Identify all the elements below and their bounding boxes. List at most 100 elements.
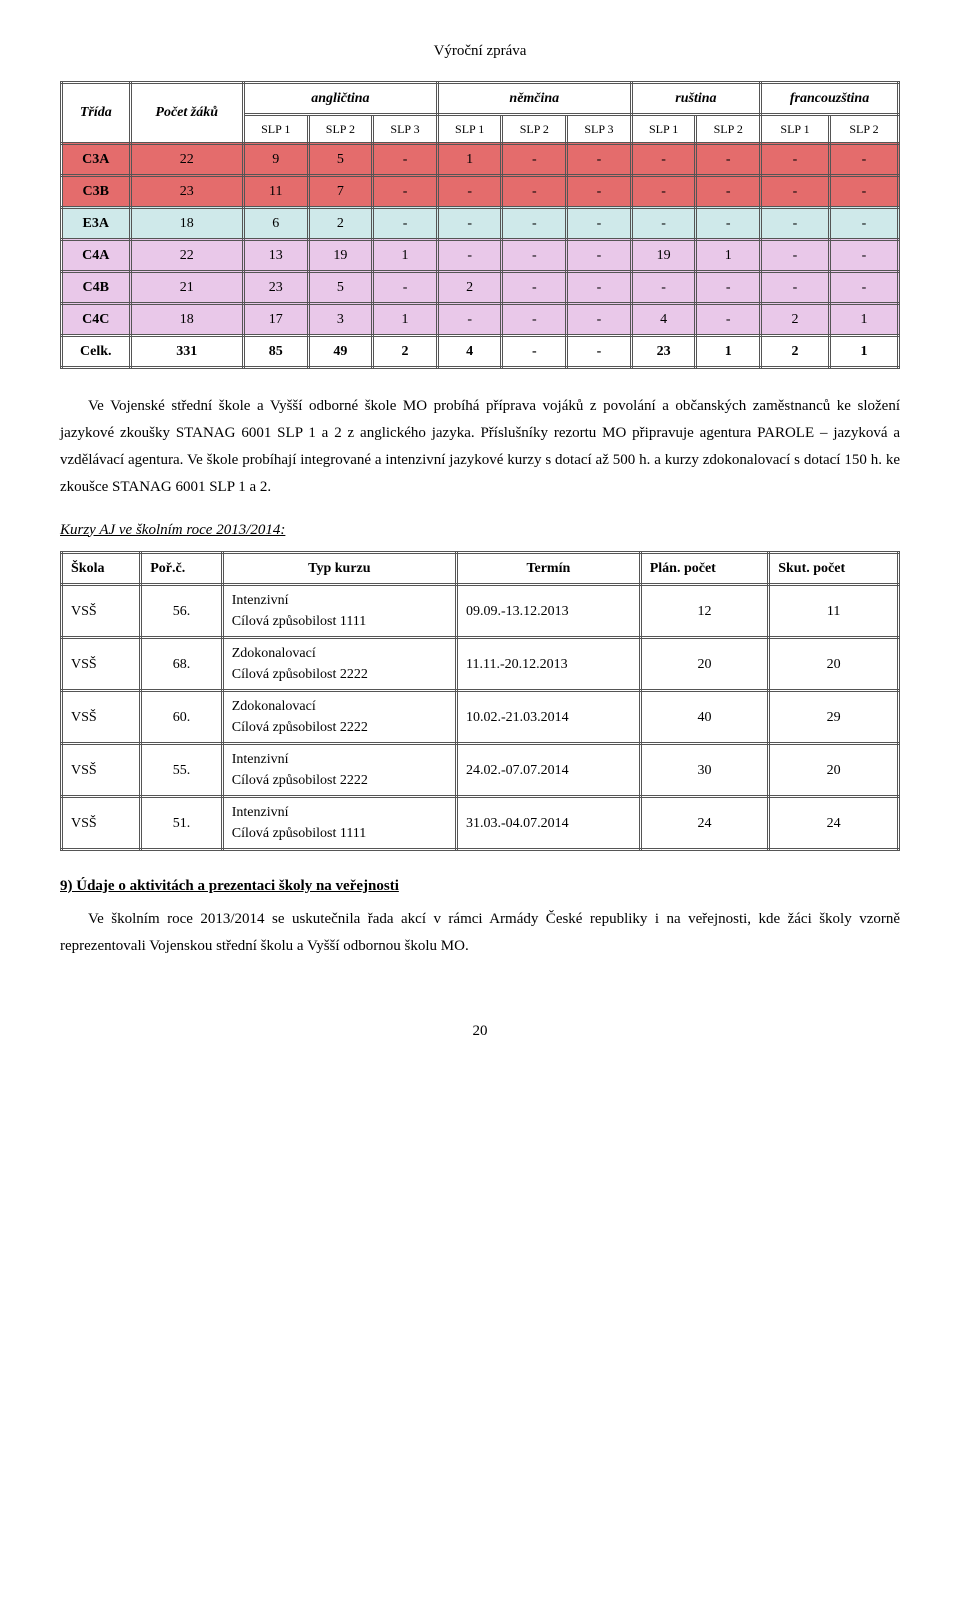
cell-termin: 09.09.-13.12.2013 [456, 585, 640, 638]
typ-line1: Intenzivní [232, 802, 447, 823]
slp-label: SLP 2 [829, 114, 898, 143]
cell-porc: 56. [141, 585, 223, 638]
table-cell: 85 [243, 335, 308, 367]
table-cell: - [502, 207, 567, 239]
language-table: Třída Počet žáků angličtina němčina rušt… [60, 81, 900, 369]
table-cell: - [696, 207, 761, 239]
paragraph-2: Ve školním roce 2013/2014 se uskutečnila… [60, 906, 900, 960]
section9-title: 9) Údaje o aktivitách a prezentaci školy… [60, 875, 900, 898]
col-termin: Termín [456, 553, 640, 585]
table-cell: 23 [130, 175, 243, 207]
table-cell: - [761, 175, 830, 207]
cell-typ: ZdokonalovacíCílová způsobilost 2222 [222, 638, 456, 691]
table-cell: E3A [62, 207, 131, 239]
table-cell: 23 [631, 335, 696, 367]
table-cell: C3A [62, 143, 131, 175]
slp-label: SLP 3 [373, 114, 438, 143]
table-cell: - [567, 175, 632, 207]
table-cell: 13 [243, 239, 308, 271]
table-cell: 1 [829, 335, 898, 367]
typ-line2: Cílová způsobilost 1111 [232, 611, 447, 632]
table-cell: 2 [761, 335, 830, 367]
table-cell: C4C [62, 303, 131, 335]
table-cell: 49 [308, 335, 373, 367]
table-cell: C4B [62, 271, 131, 303]
table-cell: 9 [243, 143, 308, 175]
typ-line1: Zdokonalovací [232, 643, 447, 664]
slp-label: SLP 1 [243, 114, 308, 143]
table-cell: 1 [829, 303, 898, 335]
cell-termin: 10.02.-21.03.2014 [456, 691, 640, 744]
table-cell: - [829, 239, 898, 271]
table-row: VSŠ51.IntenzivníCílová způsobilost 11113… [62, 797, 899, 850]
typ-line2: Cílová způsobilost 1111 [232, 823, 447, 844]
col-nemcina: němčina [437, 82, 631, 114]
table-cell: - [761, 207, 830, 239]
table-cell: - [373, 271, 438, 303]
table-cell: 331 [130, 335, 243, 367]
cell-plan: 12 [640, 585, 769, 638]
table-cell: - [437, 207, 502, 239]
cell-porc: 51. [141, 797, 223, 850]
table-cell: - [502, 175, 567, 207]
table-cell: - [696, 175, 761, 207]
table-cell: C3B [62, 175, 131, 207]
table-cell: Celk. [62, 335, 131, 367]
table-row: C4B21235-2------ [62, 271, 899, 303]
table-cell: 2 [308, 207, 373, 239]
table-cell: - [373, 207, 438, 239]
page-number: 20 [60, 1020, 900, 1043]
table-cell: - [829, 271, 898, 303]
header-row-1: Třída Počet žáků angličtina němčina rušt… [62, 82, 899, 114]
table-cell: 4 [631, 303, 696, 335]
table-cell: - [829, 207, 898, 239]
table-row: E3A1862-------- [62, 207, 899, 239]
cell-plan: 40 [640, 691, 769, 744]
table-cell: - [829, 143, 898, 175]
slp-label: SLP 3 [567, 114, 632, 143]
table-cell: - [567, 239, 632, 271]
typ-line1: Intenzivní [232, 749, 447, 770]
table-row: C3A2295-1------ [62, 143, 899, 175]
cell-typ: IntenzivníCílová způsobilost 2222 [222, 744, 456, 797]
cell-termin: 24.02.-07.07.2014 [456, 744, 640, 797]
table-row: VSŠ56.IntenzivníCílová způsobilost 11110… [62, 585, 899, 638]
table-cell: 1 [437, 143, 502, 175]
table-cell: 7 [308, 175, 373, 207]
table-cell: - [567, 335, 632, 367]
typ-line2: Cílová způsobilost 2222 [232, 664, 447, 685]
table-row: C3B23117-------- [62, 175, 899, 207]
table-cell: - [373, 175, 438, 207]
cell-typ: ZdokonalovacíCílová způsobilost 2222 [222, 691, 456, 744]
table-cell: - [829, 175, 898, 207]
courses-table: Škola Poř.č. Typ kurzu Termín Plán. poče… [60, 551, 900, 851]
table-cell: 3 [308, 303, 373, 335]
col-francouzstina: francouzština [761, 82, 899, 114]
table-cell: - [502, 271, 567, 303]
table-cell: - [631, 271, 696, 303]
table-cell: 17 [243, 303, 308, 335]
slp-label: SLP 2 [502, 114, 567, 143]
language-table-body: C3A2295-1------C3B23117--------E3A1862--… [62, 143, 899, 367]
table-cell: 21 [130, 271, 243, 303]
table-cell: 11 [243, 175, 308, 207]
table-row: C4A2213191---191-- [62, 239, 899, 271]
col-anglictina: angličtina [243, 82, 437, 114]
table-cell: 19 [631, 239, 696, 271]
table-cell: 2 [761, 303, 830, 335]
cell-skut: 11 [769, 585, 899, 638]
slp-label: SLP 2 [696, 114, 761, 143]
table-cell: 2 [373, 335, 438, 367]
cell-skola: VSŠ [62, 638, 141, 691]
language-table-head: Třída Počet žáků angličtina němčina rušt… [62, 82, 899, 143]
typ-line2: Cílová způsobilost 2222 [232, 770, 447, 791]
table-cell: - [761, 239, 830, 271]
table-cell: - [502, 239, 567, 271]
cell-skola: VSŠ [62, 585, 141, 638]
table-cell: - [696, 271, 761, 303]
cell-porc: 68. [141, 638, 223, 691]
cell-skut: 20 [769, 744, 899, 797]
cell-skut: 24 [769, 797, 899, 850]
col-pocet: Počet žáků [130, 82, 243, 143]
courses-table-body: VSŠ56.IntenzivníCílová způsobilost 11110… [62, 585, 899, 850]
